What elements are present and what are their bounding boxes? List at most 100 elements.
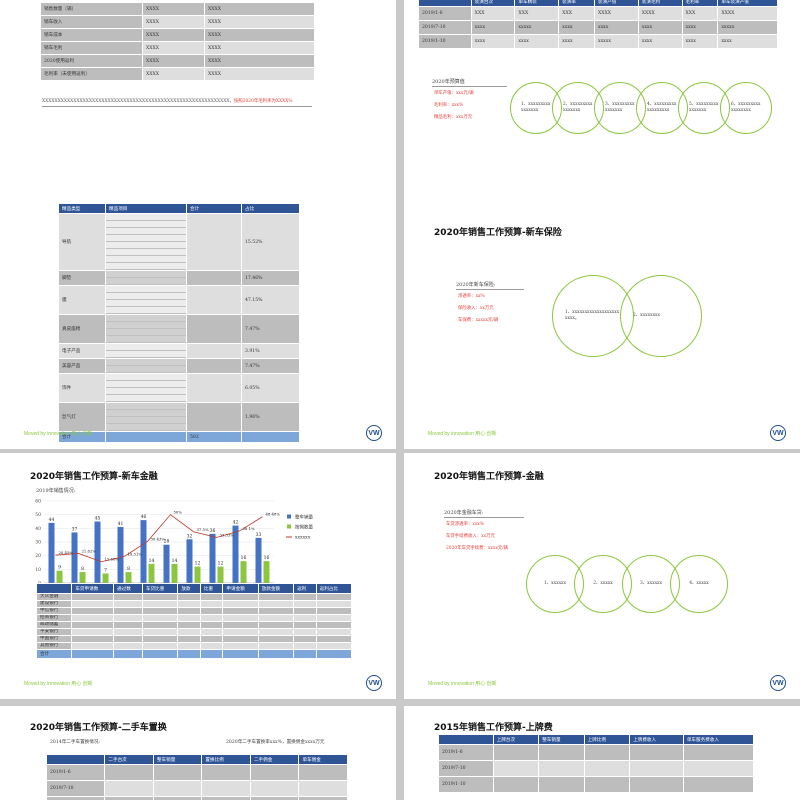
accessory-type: 膜 — [58, 285, 106, 315]
total-row: 合计 — [35, 649, 353, 659]
table-cell — [583, 776, 631, 793]
accessory-items — [105, 402, 187, 432]
table-cell — [113, 614, 143, 622]
finance-box-title: 2020年金融车贷: — [444, 510, 484, 516]
decoration-table: 装潢台次 单车精装 装潢率 装潢产值 装潢毛利 毛利率 单车装潢产值 2019/1-6 XXX… — [418, 0, 778, 49]
bank-name: 招商银行 — [35, 614, 73, 622]
slide-7[interactable]: 2020年销售工作预算-二手车置换 2014年二手车置换情况: 2020年二手车… — [0, 706, 396, 800]
used-car-note-right: 2020年二手车置换率xxx%，置换佣金xxxx万元 — [226, 740, 325, 745]
table-row: 脚垫 17.46% — [58, 270, 300, 286]
column-header: 放款金额 — [257, 583, 295, 594]
column-header: 单车佣金 — [298, 754, 348, 765]
share-value: 3.91% — [241, 343, 300, 359]
table-cell: xxxx — [637, 20, 683, 35]
table-cell — [222, 649, 259, 659]
column-header: 申请金额 — [222, 583, 259, 594]
table-cell: xxxx — [681, 34, 719, 49]
table-cell — [177, 635, 201, 643]
row-label: 毛利率（未使用返利） — [40, 67, 143, 81]
rate-line — [55, 514, 263, 563]
table-cell: 2019/7-10 — [418, 20, 472, 35]
circle-text: 5、xxxxxxxxxxxxxxxx — [689, 102, 719, 113]
item-line — [106, 293, 186, 300]
table-cell — [257, 649, 295, 659]
bar-value-label: 14 — [172, 558, 178, 564]
footer-brand-text: Moved by innovation 用心 创新 — [428, 681, 497, 687]
table-row: 2019/7-10 xxxx xxxxx xxxx xxxx xxxx xxxx xxxxx — [418, 20, 778, 35]
bar-vehicle-sales — [71, 532, 78, 583]
bar-mortgage-count — [194, 566, 201, 583]
accessory-type: 真皮座椅 — [58, 314, 106, 344]
divider — [42, 106, 312, 107]
circle-text: 2、xxxxxxxxxxxxxxxx — [563, 102, 593, 113]
slide-4[interactable]: 2020年销售工作预算-新车保险 2020年新车保险: 渗透率：xx% 保险收入：… — [404, 203, 800, 449]
table-cell — [583, 744, 631, 761]
table-cell — [152, 764, 203, 781]
bar-value-label: 28 — [164, 539, 170, 545]
table-cell — [222, 614, 259, 622]
table-row: 2019/1-10 — [438, 776, 755, 793]
bar-vehicle-sales — [186, 539, 193, 583]
accessory-type: 美容产品 — [58, 358, 106, 374]
table-cell — [177, 628, 201, 636]
table-cell — [315, 635, 353, 643]
table-cell — [222, 635, 259, 643]
finance-item: 2020年车贷手续费：xxxx元/辆 — [446, 546, 509, 551]
share-value: 7.47% — [241, 314, 300, 344]
table-cell — [298, 780, 348, 797]
table-cell: XXXX — [142, 54, 205, 68]
insurance-item: 保险收入：xx万元 — [458, 306, 494, 311]
table-cell — [293, 649, 317, 659]
slide-3[interactable]: 精品类型 精品项目 合计 占比 导航 15.52% 脚垫 17.46% 膜 47.15% 真皮座椅… — [0, 203, 396, 449]
table-cell — [186, 270, 242, 286]
table-cell — [315, 642, 353, 650]
bar-mortgage-count — [125, 572, 132, 583]
circle-text: 4、xxxxx — [689, 581, 709, 587]
slide-5[interactable]: 2020年销售工作预算-新车金融 2019年销售情况: 010203040506… — [0, 453, 396, 699]
accessory-table: 精品类型 精品项目 合计 占比 导航 15.52% 脚垫 17.46% 膜 47.15% 真皮座椅… — [58, 203, 300, 443]
table-cell — [315, 649, 353, 659]
table-cell — [492, 776, 540, 793]
table-cell — [113, 649, 143, 659]
accessory-items — [105, 343, 187, 359]
slide-8[interactable]: 2015年销售工作预算-上牌费 上牌台次 整车销量 上牌比例 上牌费收入 单车服务费收入… — [404, 706, 800, 800]
table-cell — [177, 607, 201, 615]
table-cell: XXXX — [142, 28, 205, 42]
rate-point-label: 20.45% — [59, 550, 74, 555]
vw-logo-icon: VW — [366, 425, 382, 441]
table-cell: XXX — [558, 6, 595, 21]
bar-value-label: 37 — [72, 526, 78, 532]
period-label: 2019/1-10 — [45, 796, 106, 800]
share-value: 15.52% — [241, 213, 300, 271]
item-line — [106, 271, 186, 278]
table-cell — [492, 760, 540, 777]
slide-6[interactable]: 2020年销售工作预算-金融 2020年金融车贷: 车贷渗透率：xxx% 车贷手续… — [404, 453, 800, 699]
y-tick-label: 40 — [35, 526, 41, 532]
circle-text: 4、xxxxxxxxxxxxxxxxxx — [647, 102, 677, 113]
table-cell — [177, 642, 201, 650]
column-header — [45, 754, 106, 765]
table-cell — [538, 744, 585, 761]
table-row: 销车收入 XXXX XXXX — [40, 15, 315, 29]
table-cell: xxxxx — [717, 20, 778, 35]
bar-mortgage-count — [102, 573, 109, 583]
bar-value-label: 14 — [149, 558, 155, 564]
table-cell — [71, 649, 115, 659]
table-cell — [257, 635, 295, 643]
margin-note-highlight: 按照2020年毛利率为XXXX% — [233, 99, 293, 104]
table-cell — [141, 607, 179, 615]
item-line — [106, 395, 186, 402]
table-row: 销售数量（辆） XXXX XXXX — [40, 2, 315, 16]
table-cell — [249, 780, 300, 797]
item-line — [106, 228, 186, 235]
table-cell: XXXX — [204, 54, 315, 68]
total-label: 合计 — [58, 431, 106, 443]
table-row: 其他银行 — [35, 642, 353, 650]
vw-logo-icon: VW — [770, 675, 786, 691]
finance-item: 车贷渗透率：xxx% — [446, 522, 484, 527]
bank-name: 其他银行 — [35, 642, 73, 650]
table-cell — [199, 649, 224, 659]
y-tick-label: 50 — [35, 512, 41, 518]
accessory-type: 脚垫 — [58, 270, 106, 286]
table-cell — [199, 628, 224, 636]
